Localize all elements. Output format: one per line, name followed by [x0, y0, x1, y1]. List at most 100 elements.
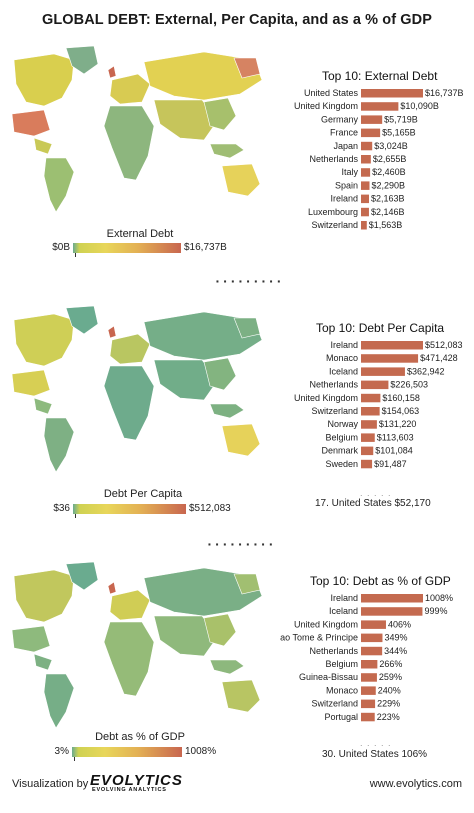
- us-rank-footnote: 30. United States 106%: [322, 749, 428, 760]
- bar: [361, 660, 378, 669]
- color-legend: $0B $16,737B: [52, 241, 227, 257]
- bar-value-label: 1008%: [425, 593, 453, 603]
- legend-gradient: [73, 243, 181, 253]
- evolytics-logo-tagline: EVOLVING ANALYTICS: [92, 787, 167, 793]
- top10-title: Top 10: Debt Per Capita: [316, 321, 445, 335]
- bar: [361, 646, 383, 656]
- bar-category-label: Monaco: [326, 353, 358, 363]
- bar-category-label: Iceland: [329, 366, 358, 376]
- bar: [361, 354, 419, 363]
- bar: [361, 446, 374, 456]
- bar-value-label: $10,090B: [400, 101, 439, 111]
- bar-value-label: $154,063: [382, 406, 420, 416]
- top10-chart: United States $16,737B United Kingdom $10,0…: [294, 88, 464, 230]
- section-divider: ·········: [207, 536, 277, 552]
- bar-value-label: $160,158: [382, 393, 420, 403]
- world-map-debt-per-capita: [11, 305, 263, 473]
- bar: [361, 380, 389, 390]
- bar: [361, 221, 367, 230]
- world-map-external-debt: [11, 45, 263, 213]
- map-landmasses: [11, 45, 263, 213]
- legend-tick: [74, 757, 75, 761]
- legend-gradient: [73, 504, 186, 514]
- bar-category-label: Ireland: [330, 194, 358, 204]
- bar: [361, 607, 423, 616]
- top10-chart: Ireland 1008% Iceland 999% United Kingdom 406…: [280, 593, 453, 722]
- footnote-ellipsis: . . . . .: [360, 738, 392, 748]
- bar-category-label: Norway: [327, 419, 358, 429]
- bar-value-label: $113,603: [377, 432, 414, 442]
- bar-category-label: Switzerland: [311, 220, 358, 230]
- bar-category-label: Luxembourg: [308, 207, 358, 217]
- bar: [361, 407, 380, 416]
- bar-category-label: Japan: [333, 141, 358, 151]
- color-legend: $36 $512,083: [53, 502, 231, 518]
- legend-gradient: [72, 747, 182, 757]
- bar-category-label: France: [330, 128, 358, 138]
- bar: [361, 207, 369, 217]
- bar-category-label: Ireland: [330, 340, 358, 350]
- bar-value-label: $131,220: [379, 419, 417, 429]
- bar-category-label: Portugal: [324, 712, 358, 722]
- section-divider: ·········: [215, 273, 285, 289]
- bar: [361, 89, 423, 98]
- bar-category-label: Sweden: [325, 459, 358, 469]
- legend-title: External Debt: [106, 228, 174, 240]
- world-map-debt-pct-gdp: [11, 561, 263, 729]
- bar: [361, 155, 371, 164]
- bar-value-label: 223%: [377, 712, 400, 722]
- bar-value-label: $101,084: [375, 446, 413, 456]
- bar-category-label: Italy: [341, 167, 358, 177]
- bar: [361, 367, 405, 376]
- bar-value-label: $1,563B: [369, 220, 403, 230]
- website-link[interactable]: www.evolytics.com: [369, 778, 462, 790]
- legend-tick: [75, 253, 76, 257]
- bar-value-label: $16,737B: [425, 88, 464, 98]
- bar: [361, 633, 383, 643]
- bar-category-label: Belgium: [325, 432, 358, 442]
- bar-value-label: 999%: [424, 606, 447, 616]
- bar: [361, 594, 423, 603]
- bar: [361, 115, 383, 124]
- bar-value-label: $2,460B: [372, 167, 406, 177]
- bar-category-label: United Kingdom: [294, 619, 358, 629]
- bar-category-label: Switzerland: [311, 699, 358, 709]
- bar-category-label: Sao Tome & Principe: [280, 633, 358, 643]
- bar-value-label: 266%: [379, 659, 402, 669]
- bar: [361, 341, 423, 350]
- evolytics-logo: EVOLYTICS: [90, 772, 183, 789]
- bar-category-label: Switzerland: [311, 406, 358, 416]
- bar-category-label: Belgium: [325, 659, 358, 669]
- bar: [361, 712, 375, 722]
- bar-value-label: $2,290B: [371, 180, 405, 190]
- bar-value-label: $5,719B: [384, 114, 418, 124]
- bar-value-label: $2,163B: [371, 194, 405, 204]
- top10-chart: Ireland $512,083 Monaco $471,428 Iceland $362…: [294, 340, 463, 469]
- top10-title: Top 10: Debt as % of GDP: [310, 574, 451, 588]
- bar-category-label: Netherlands: [309, 380, 358, 390]
- bar: [361, 168, 371, 177]
- legend-high-label: $512,083: [189, 503, 231, 514]
- bar: [361, 128, 381, 138]
- bar-value-label: $2,146B: [371, 207, 405, 217]
- bar-value-label: 349%: [384, 633, 407, 643]
- bar-value-label: $512,083: [425, 340, 463, 350]
- bar-value-label: $2,655B: [373, 154, 407, 164]
- bar-category-label: United Kingdom: [294, 101, 358, 111]
- bar: [361, 620, 386, 629]
- bar-value-label: 259%: [379, 672, 402, 682]
- bar-value-label: 344%: [384, 646, 407, 656]
- bar-value-label: $362,942: [407, 366, 445, 376]
- us-rank-footnote: 17. United States $52,170: [315, 498, 431, 509]
- legend-title: Debt Per Capita: [103, 488, 183, 500]
- legend-low-label: $36: [53, 503, 70, 514]
- bar-value-label: $3,024B: [374, 141, 408, 151]
- bar-category-label: United States: [304, 88, 359, 98]
- bar-value-label: $5,165B: [382, 128, 416, 138]
- bar-category-label: Netherlands: [309, 646, 358, 656]
- legend-low-label: 3%: [54, 746, 69, 757]
- bar-value-label: $226,503: [390, 380, 428, 390]
- credit-text: Visualization by: [12, 778, 89, 790]
- bar-category-label: Guinea-Bissau: [299, 672, 358, 682]
- bar: [361, 686, 376, 695]
